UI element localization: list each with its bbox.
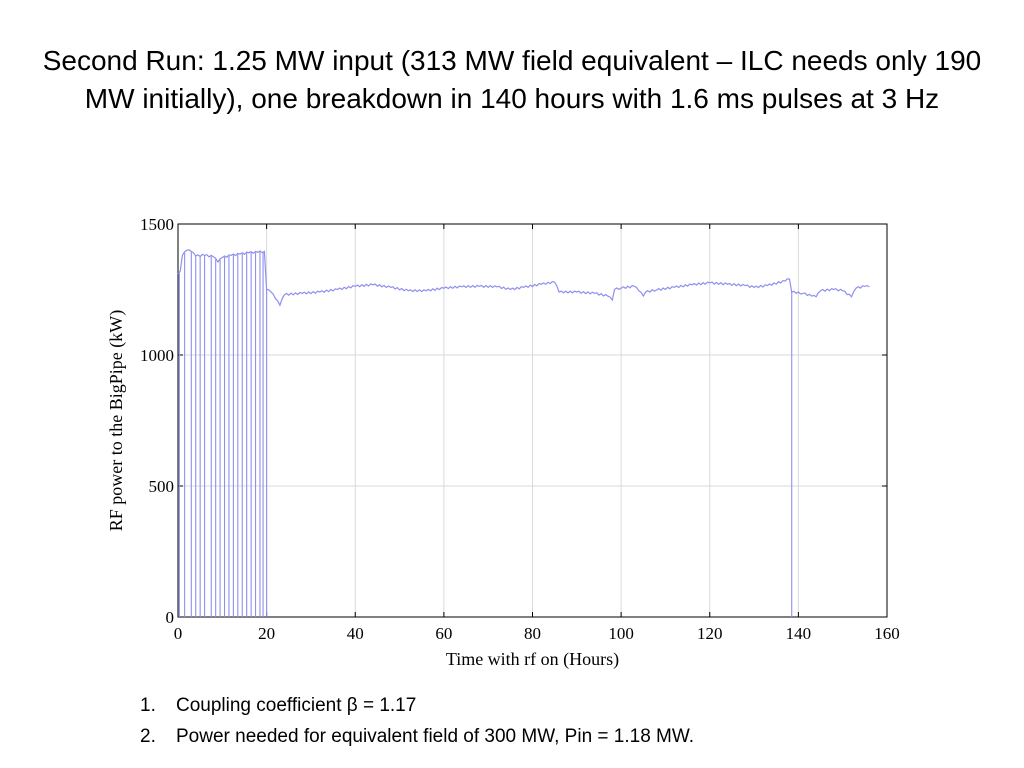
series	[177, 249, 870, 617]
power-trace	[177, 249, 870, 307]
x-tick-label: 80	[524, 624, 541, 643]
x-tick-label: 20	[258, 624, 275, 643]
x-tick-label: 60	[435, 624, 452, 643]
slide-title: Second Run: 1.25 MW input (313 MW field …	[42, 45, 982, 114]
note-text: Power needed for equivalent field of 300…	[176, 726, 695, 747]
y-tick-label: 0	[166, 608, 175, 627]
y-tick-label: 500	[149, 477, 175, 496]
y-tick-label: 1000	[140, 346, 174, 365]
y-tick-label: 1500	[140, 215, 174, 234]
x-tick-label: 100	[608, 624, 634, 643]
note-number: 1.	[140, 695, 156, 716]
notes-list: 1. Coupling coefficient β = 1.17 2. Power …	[140, 690, 694, 752]
y-axis-label: RF power to the BigPipe (kW)	[106, 310, 127, 531]
x-tick-label: 40	[347, 624, 364, 643]
note-text: Coupling coefficient β = 1.17	[176, 695, 417, 716]
x-tick-label: 0	[174, 624, 183, 643]
x-tick-label: 160	[874, 624, 900, 643]
axis-ticks: 0 20 40 60 80 100 120 140 160 0 500 1000 1500	[140, 215, 900, 643]
grid	[178, 224, 887, 617]
x-tick-label: 120	[697, 624, 723, 643]
note-item: 2. Power needed for equivalent field of 3…	[140, 721, 694, 752]
note-number: 2.	[140, 726, 156, 747]
x-tick-label: 140	[786, 624, 812, 643]
note-item: 1. Coupling coefficient β = 1.17	[140, 690, 694, 721]
x-axis-label: Time with rf on (Hours)	[446, 649, 619, 670]
